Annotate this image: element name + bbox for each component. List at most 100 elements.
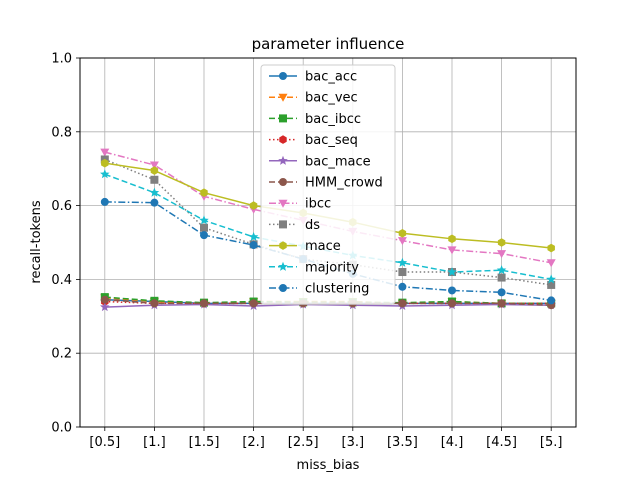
data-point [547,280,556,289]
x-tick-label: [1.] [143,435,166,450]
legend-marker [278,261,288,271]
data-point [200,188,208,197]
data-point [398,299,407,308]
data-point [546,274,556,284]
legend-marker [279,241,287,250]
legend-item: ds [269,218,320,233]
legend-item: bac_mace [269,154,371,169]
data-point [397,257,408,267]
legend-marker [279,178,287,186]
data-point [101,158,109,168]
legend-label: bac_acc [305,70,357,85]
x-tick-label: [2.] [242,435,265,450]
y-tick-label: 0.0 [51,421,72,436]
legend: bac_acc bac_vec bac_ibcc bac_seq bac_mace HMM… [260,64,396,305]
data-point [249,201,258,210]
legend-item: majority [269,260,359,275]
legend-item: ibcc [269,197,331,212]
legend-box [260,64,396,305]
series-line [104,298,552,306]
legend-label: bac_ibcc [305,112,361,127]
legend-label: mace [305,239,341,254]
data-point [200,231,208,240]
data-point [447,267,457,277]
series-line [104,201,552,302]
data-point [447,246,457,255]
series-line [104,158,552,286]
legend-item: bac_ibcc [269,112,361,127]
legend-label: majority [305,260,359,275]
x-axis-title: miss_bias [297,458,360,473]
data-point [249,299,258,308]
legend-item: bac_vec [269,91,358,106]
chart-title: parameter influence [252,35,405,53]
legend-item: clustering [269,282,369,297]
data-point [497,250,507,259]
data-point [448,234,456,244]
data-point [496,265,507,275]
data-point [398,268,407,277]
data-point [248,231,259,242]
data-point [546,259,556,268]
data-point [100,197,109,206]
data-point [497,299,506,308]
y-tick-label: 0.6 [51,199,72,214]
legend-label: bac_mace [305,154,371,169]
y-axis-title: recall-tokens [29,200,44,283]
legend-marker [279,220,287,229]
legend-label: bac_seq [305,133,358,148]
data-point [150,198,159,207]
data-point [497,238,506,247]
data-point [200,223,208,232]
data-point [448,299,456,308]
data-point [150,166,159,175]
legend-label: ibcc [305,197,331,212]
data-point [199,215,209,225]
data-point [100,295,109,304]
legend-label: ds [305,218,320,233]
legend-marker [279,72,287,80]
legend-item: mace [269,239,341,254]
data-point [398,228,407,238]
data-point [100,169,110,179]
data-point [398,282,407,291]
x-tick-label: [5.] [540,435,563,450]
x-tick-label: [1.5] [189,435,220,450]
legend-marker [278,199,288,208]
x-tick-label: [3.] [342,435,365,450]
data-point [149,161,159,170]
legend-label: clustering [305,282,369,297]
legend-marker [278,93,288,102]
data-point [397,237,407,246]
x-tick-label: [4.] [441,435,464,450]
x-tick-label: [4.5] [486,435,517,450]
data-point [200,299,208,308]
legend-label: HMM_crowd [305,176,383,191]
x-tick-label: [2.5] [288,435,319,450]
data-point [150,299,159,308]
y-tick-label: 0.4 [51,273,72,288]
legend-marker [278,155,288,165]
data-point [547,243,555,253]
y-tick-label: 1.0 [51,52,72,67]
series-line [104,296,552,305]
data-point [249,241,258,250]
data-point [547,296,556,305]
data-point [497,288,506,297]
data-point [150,175,159,184]
legend-marker [279,114,287,123]
data-point [497,273,506,282]
series-line [104,151,552,264]
legend-marker [279,284,287,292]
y-tick-label: 0.8 [51,125,72,140]
data-point [100,302,110,312]
x-axis: [0.5] [1.] [1.5] [2.] [2.5] [3.] [3.5] [4.] [4.5… [89,427,562,450]
legend-label: bac_vec [305,91,358,106]
legend-item: HMM_crowd [269,176,383,191]
x-tick-label: [3.5] [387,435,418,450]
legend-item: bac_seq [269,133,358,148]
x-tick-label: [0.5] [89,435,120,450]
series-line [104,303,552,308]
plot-frame [79,57,577,428]
